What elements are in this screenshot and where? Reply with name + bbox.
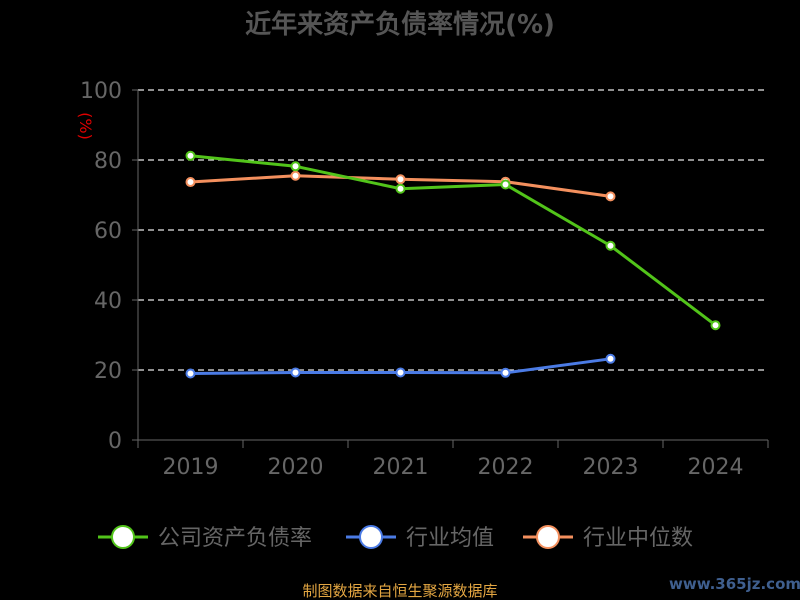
y-tick-label: 0 [108, 429, 122, 454]
series-group [185, 150, 721, 379]
data-point[interactable] [605, 353, 616, 364]
data-point[interactable] [290, 367, 301, 378]
data-point[interactable] [185, 177, 196, 188]
watermark-text: www.365jz.com [669, 575, 800, 593]
data-point[interactable] [395, 367, 406, 378]
series-line [190, 154, 717, 327]
legend-marker[interactable] [359, 525, 383, 549]
legend-label: 行业均值 [406, 526, 494, 551]
y-tick-label: 40 [94, 289, 122, 314]
y-tick-label: 100 [80, 79, 122, 104]
grid [138, 89, 768, 371]
x-tick-label: 2021 [373, 455, 429, 480]
data-point[interactable] [500, 179, 511, 190]
x-tick-label: 2020 [268, 455, 324, 480]
x-tick-label: 2022 [478, 455, 534, 480]
chart-title: 近年来资产负债率情况(%) [245, 9, 555, 40]
data-point[interactable] [395, 174, 406, 185]
y-axis-label: (%) [76, 112, 95, 140]
legend-label: 行业中位数 [583, 526, 693, 551]
x-tick-label: 2019 [163, 455, 219, 480]
legend-marker[interactable] [111, 525, 135, 549]
data-point[interactable] [605, 240, 616, 251]
legend: 公司资产负债率 行业均值 行业中位数 [98, 525, 693, 551]
x-tick-label: 2024 [688, 455, 744, 480]
y-axis: 0 20 40 60 80 100 [80, 79, 139, 454]
data-point[interactable] [185, 150, 196, 161]
y-tick-label: 20 [94, 359, 122, 384]
y-tick-label: 60 [94, 219, 122, 244]
data-point[interactable] [290, 161, 301, 172]
data-point[interactable] [395, 183, 406, 194]
legend-marker[interactable] [536, 525, 560, 549]
data-point[interactable] [500, 367, 511, 378]
y-tick-label: 80 [94, 149, 122, 174]
source-text: 制图数据来自恒生聚源数据库 [302, 582, 497, 600]
x-axis: 2019 2020 2021 2022 2023 2024 [137, 439, 769, 480]
legend-label: 公司资产负债率 [158, 526, 312, 551]
data-point[interactable] [605, 191, 616, 202]
x-tick-label: 2023 [583, 455, 639, 480]
data-point[interactable] [290, 170, 301, 181]
data-point[interactable] [710, 320, 721, 331]
data-point[interactable] [185, 368, 196, 379]
